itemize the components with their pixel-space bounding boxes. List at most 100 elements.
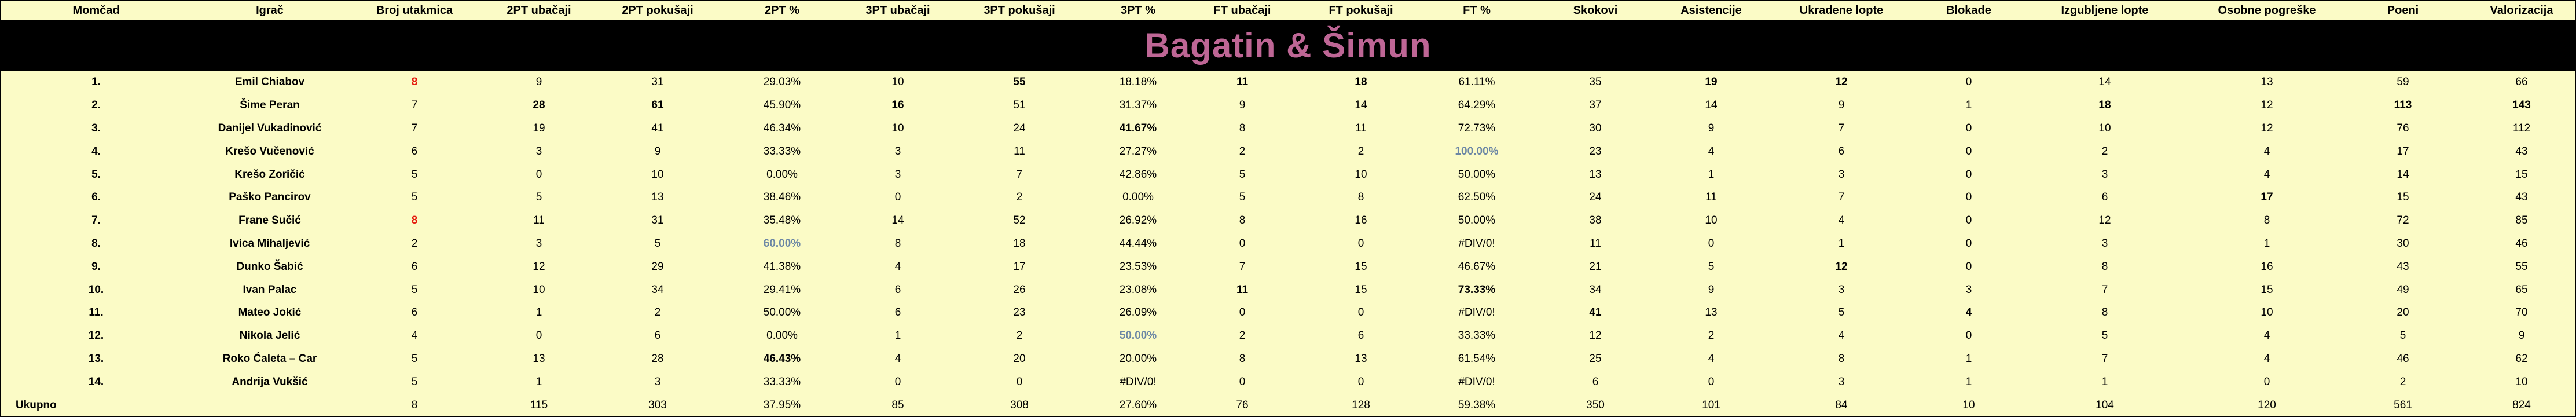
rank-cell[interactable]: 2. (91, 99, 101, 112)
stat-cell[interactable]: 4 (894, 352, 901, 365)
stat-cell[interactable]: 3 (894, 168, 901, 181)
stat-cell[interactable]: 17 (2261, 191, 2273, 204)
stat-cell[interactable]: 6 (1592, 375, 1599, 388)
stat-cell[interactable]: 1 (1965, 375, 1972, 388)
stat-cell[interactable]: 13 (2261, 76, 2273, 89)
stat-cell[interactable]: 11 (1590, 237, 1601, 250)
stat-cell[interactable]: 30 (1589, 122, 1602, 134)
stat-cell[interactable]: 26 (1013, 283, 1026, 296)
stat-cell[interactable]: 0 (1965, 122, 1972, 134)
stat-cell[interactable]: 35 (1589, 76, 1602, 89)
column-header[interactable]: Poeni (2387, 4, 2419, 17)
player-cell[interactable]: Emil Chiabov (234, 76, 305, 89)
stat-cell[interactable]: 1 (1838, 237, 1845, 250)
rank-cell[interactable]: 7. (91, 214, 101, 227)
rank-cell[interactable]: 14. (88, 375, 104, 388)
stat-cell[interactable]: 0 (1357, 375, 1364, 388)
stat-cell[interactable]: 12 (2261, 99, 2273, 112)
stat-cell[interactable]: 23.53% (1119, 260, 1157, 273)
stat-cell[interactable]: 8 (411, 214, 418, 227)
stat-cell[interactable]: 100.00% (1455, 145, 1499, 158)
stat-cell[interactable]: 13 (1355, 352, 1367, 365)
stat-cell[interactable]: 0.00% (1122, 191, 1154, 204)
stat-cell[interactable]: 4 (1708, 352, 1715, 365)
stat-cell[interactable]: 25 (1589, 352, 1602, 365)
stat-cell[interactable]: 61.54% (1458, 352, 1496, 365)
player-cell[interactable]: Paško Pancirov (229, 191, 311, 204)
stat-cell[interactable]: 62 (2515, 352, 2528, 365)
stat-cell[interactable]: 0 (1965, 76, 1972, 89)
player-cell[interactable]: Danijel Vukadinović (218, 122, 322, 134)
stat-cell[interactable]: 34 (651, 283, 664, 296)
stat-cell[interactable]: 3 (654, 375, 661, 388)
stat-cell[interactable]: 76 (2397, 122, 2409, 134)
stat-cell[interactable]: 3 (2101, 237, 2108, 250)
player-cell[interactable]: Krešo Vučenović (225, 145, 314, 158)
rank-cell[interactable]: 3. (91, 122, 101, 134)
stat-cell[interactable]: 5 (1708, 260, 1715, 273)
stat-cell[interactable]: 10 (1355, 168, 1367, 181)
stat-cell[interactable]: 55 (1013, 76, 1026, 89)
stat-cell[interactable]: 0 (1239, 375, 1246, 388)
rank-cell[interactable]: 4. (91, 145, 101, 158)
rank-cell[interactable]: 10. (88, 283, 104, 296)
stat-cell[interactable]: 38 (1589, 214, 1602, 227)
stat-cell[interactable]: 16 (891, 99, 904, 112)
stat-cell[interactable]: 51 (1013, 99, 1026, 112)
stat-cell[interactable]: 9 (2518, 330, 2525, 342)
total-stat-cell[interactable]: 85 (891, 398, 904, 411)
stat-cell[interactable]: 26.09% (1119, 306, 1157, 319)
stat-cell[interactable]: 0 (1965, 237, 1972, 250)
stat-cell[interactable]: 11 (1236, 283, 1249, 296)
total-stat-cell[interactable]: 59.38% (1458, 398, 1496, 411)
stat-cell[interactable]: 12 (2261, 122, 2273, 134)
stat-cell[interactable]: 7 (2101, 352, 2108, 365)
stat-cell[interactable]: 6 (654, 330, 661, 342)
stat-cell[interactable]: #DIV/0! (1458, 237, 1495, 250)
player-cell[interactable]: Šime Peran (240, 99, 300, 112)
stat-cell[interactable]: 13 (1589, 168, 1602, 181)
stat-cell[interactable]: 3 (894, 145, 901, 158)
stat-cell[interactable]: 0 (1965, 330, 1972, 342)
stat-cell[interactable]: 34 (1589, 283, 1602, 296)
stat-cell[interactable]: 8 (1357, 191, 1364, 204)
stat-cell[interactable]: 1 (1708, 168, 1715, 181)
stat-cell[interactable]: 31 (651, 76, 664, 89)
stat-cell[interactable]: 1 (1965, 99, 1972, 112)
stat-cell[interactable]: 5 (535, 191, 542, 204)
total-stat-cell[interactable]: 27.60% (1119, 398, 1157, 411)
column-header[interactable]: FT pokušaji (1329, 4, 1393, 17)
stat-cell[interactable]: 1 (1965, 352, 1972, 365)
stat-cell[interactable]: 7 (1838, 122, 1845, 134)
stat-cell[interactable]: 66 (2515, 76, 2528, 89)
stat-cell[interactable]: 14 (2397, 168, 2409, 181)
stat-cell[interactable]: 1 (2101, 375, 2108, 388)
stat-cell[interactable]: 5 (654, 237, 661, 250)
stat-cell[interactable]: 0 (1965, 168, 1972, 181)
player-cell[interactable]: Nikola Jelić (239, 330, 300, 342)
stat-cell[interactable]: 45.90% (763, 99, 801, 112)
stat-cell[interactable]: #DIV/0! (1458, 375, 1495, 388)
stat-cell[interactable]: 65 (2515, 283, 2528, 296)
stat-cell[interactable]: 31 (651, 214, 664, 227)
stat-cell[interactable]: 5 (1838, 306, 1845, 319)
stat-cell[interactable]: 4 (2263, 168, 2270, 181)
stat-cell[interactable]: 46.67% (1458, 260, 1496, 273)
column-header[interactable]: FT % (1463, 4, 1491, 17)
stat-cell[interactable]: 8 (1838, 352, 1845, 365)
stat-cell[interactable]: 4 (411, 330, 418, 342)
stat-cell[interactable]: 5 (411, 375, 418, 388)
stat-cell[interactable]: 43 (2515, 191, 2528, 204)
stat-cell[interactable]: 16 (1355, 214, 1367, 227)
column-header[interactable]: Skokovi (1573, 4, 1618, 17)
stat-cell[interactable]: 7 (411, 122, 418, 134)
stat-cell[interactable]: 5 (2101, 330, 2108, 342)
column-header[interactable]: 2PT % (764, 4, 800, 17)
total-stat-cell[interactable]: 10 (1962, 398, 1975, 411)
stat-cell[interactable]: 0 (1708, 237, 1715, 250)
stat-cell[interactable]: 46 (2515, 237, 2528, 250)
stat-cell[interactable]: 50.00% (763, 306, 801, 319)
stat-cell[interactable]: 0 (1965, 260, 1972, 273)
stat-cell[interactable]: 33.33% (763, 145, 801, 158)
stat-cell[interactable]: 41 (1589, 306, 1602, 319)
